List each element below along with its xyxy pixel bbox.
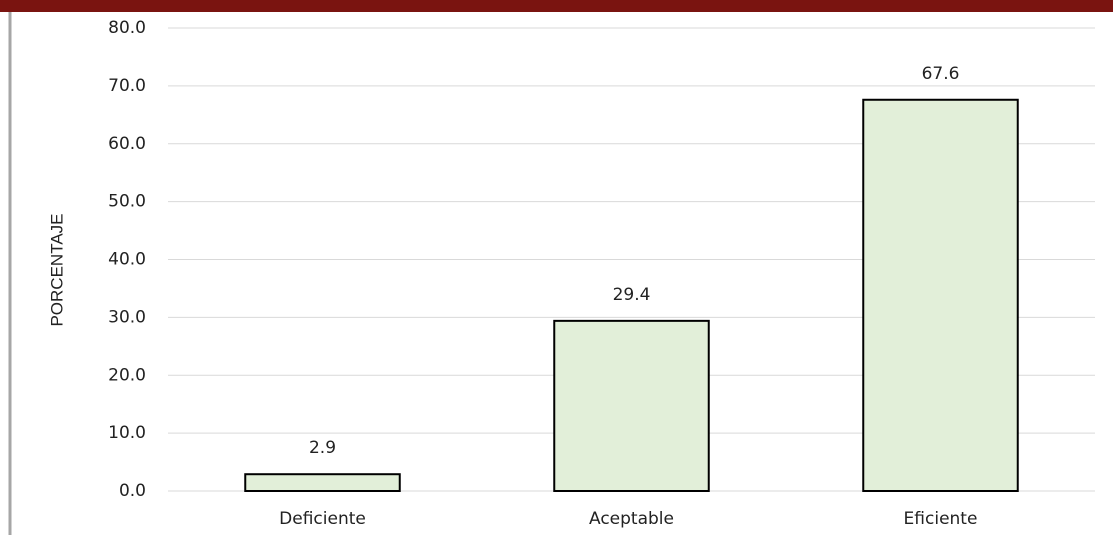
y-axis-label: PORCENTAJE [47, 213, 66, 326]
x-tick-label: Deficiente [279, 509, 366, 529]
y-tick-label: 10.0 [108, 423, 146, 443]
x-tick-label: Eficiente [904, 509, 978, 529]
data-label: 2.9 [309, 438, 336, 458]
data-label: 67.6 [922, 64, 960, 84]
bar [862, 98, 1019, 492]
y-tick-label: 80.0 [108, 18, 146, 38]
y-tick-label: 0.0 [119, 481, 146, 501]
bar [244, 473, 401, 492]
y-tick-label: 20.0 [108, 365, 146, 385]
y-tick-label: 40.0 [108, 250, 146, 270]
y-tick-label: 50.0 [108, 192, 146, 212]
y-tick-label: 70.0 [108, 76, 146, 96]
top-band [0, 0, 1113, 12]
y-tick-label: 60.0 [108, 134, 146, 154]
x-tick-label: Aceptable [589, 509, 674, 529]
data-label: 29.4 [613, 285, 651, 305]
bar [553, 319, 710, 492]
y-tick-label: 30.0 [108, 307, 146, 327]
